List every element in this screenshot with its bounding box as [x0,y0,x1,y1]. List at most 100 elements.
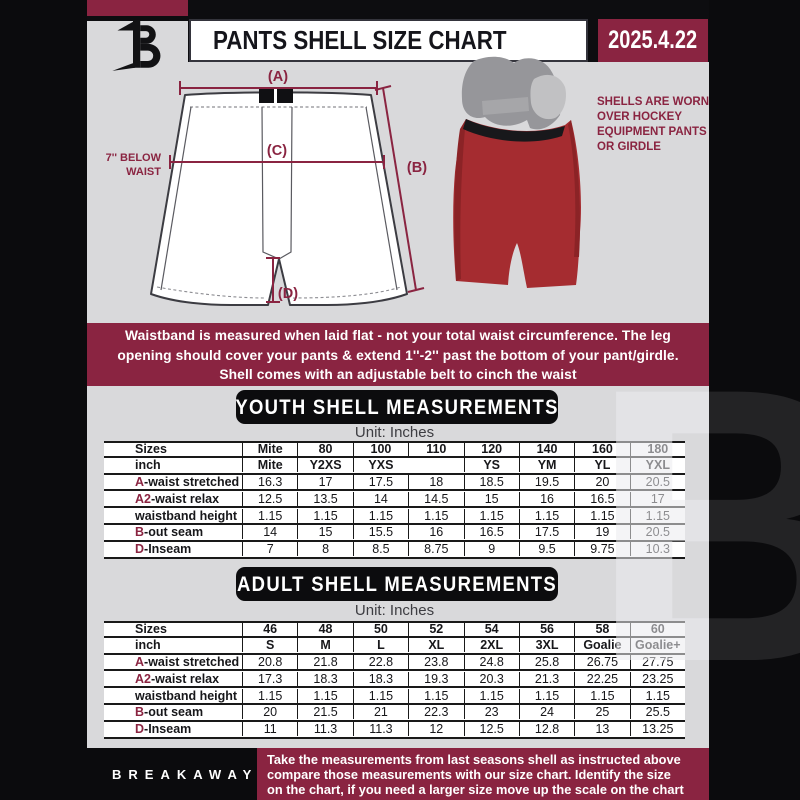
table-cell: M [297,638,352,653]
table-cell: 16.5 [574,491,629,506]
table-cell: 17.5 [518,525,574,540]
notice-line-3: Shell comes with an adjustable belt to c… [219,367,577,382]
table-cell: 25 [574,705,629,720]
table-row: B-out seam 20 21.5 21 22.3 23 24 25 25.5 [104,705,685,722]
table-cell: 20.5 [629,525,685,540]
table-cell: 14 [242,525,297,540]
table-cell: 46 [242,622,297,637]
table-cell: 23.8 [408,654,463,669]
row-label-accent: D [135,542,145,557]
table-cell: 1.15 [297,688,352,703]
table-cell: 25.8 [518,654,574,669]
table-cell: 20.5 [629,474,685,489]
table-cell: 14 [352,491,408,506]
table-cell: 17.3 [242,671,297,686]
table-cell: 120 [463,442,519,457]
table-cell: 14.5 [408,491,463,506]
table-cell: YL [574,458,629,473]
table-cell: 3XL [518,638,574,653]
row-label: Sizes [135,442,167,457]
label-b: (B) [407,160,427,176]
fly-line-right [278,106,293,260]
table-cell: 27.75 [629,654,685,669]
right-side-seam [365,106,398,291]
notice-line-1: Waistband is measured when laid flat - n… [125,328,671,343]
table-cell: 18.3 [297,671,352,686]
measure-line-b [374,85,425,293]
table-cell: 20.3 [463,671,519,686]
table-cell: 16 [408,525,463,540]
table-cell: 58 [574,622,629,637]
table-row: D-Inseam 7 8 8.5 8.75 9 9.5 9.75 10.3 [104,542,685,559]
red-shell [453,119,581,288]
hem-stitch-left [156,286,266,299]
youth-unit-label: Unit: Inches [354,424,435,441]
table-cell: 12.5 [242,491,297,506]
table-cell: 17 [629,491,685,506]
table-cell: 11.3 [352,722,408,737]
table-cell: 9 [463,542,519,557]
label-c: (C) [267,143,287,159]
table-cell: 19 [574,525,629,540]
table-cell: 50 [352,622,408,637]
table-cell: 9.75 [574,542,629,557]
table-cell: 15 [297,525,352,540]
table-row: A-waist stretched 16.3 17 17.5 18 18.5 19.5 20 2… [104,474,685,492]
table-cell: L [352,638,408,653]
table-cell: 1.15 [629,688,685,703]
title-box: PANTS SHELL SIZE CHART [189,19,588,62]
photo-caption: SHELLS ARE WORN OVER HOCKEY EQUIPMENT PA… [597,96,709,153]
red-shell-shading-right [568,120,581,257]
table-cell: 16.5 [463,525,519,540]
fly-line-left [261,106,280,260]
table-cell: 1.15 [408,688,463,703]
table-cell: 8.75 [408,542,463,557]
below-waist-label-2: WAIST [126,166,161,178]
row-label: A-waist stretched [135,474,240,489]
table-row: A2-waist relax 12.5 13.5 14 14.5 15 16 16.5 17 [104,491,685,509]
table-cell: 13.5 [297,491,352,506]
adult-table: Sizes 46 48 50 52 54 56 58 60 inch S M L XL 2XL 3XL Goal… [104,621,685,739]
brand-wordmark: BREAKAWAY [112,766,259,782]
table-cell: 1.15 [574,688,629,703]
table-cell: 56 [518,622,574,637]
belt-buckle-icon [259,89,274,103]
table-cell: 2XL [463,638,519,653]
table-cell: 20 [242,705,297,720]
row-label: waistband height [135,688,238,703]
table-cell: 1.15 [242,508,297,523]
red-shell-shading [454,119,466,281]
footer-instructions: Take the measurements from last seasons … [257,748,709,800]
footer-brand-block: BREAKAWAY [87,748,257,800]
below-waist-label-1: 7'' BELOW [106,152,162,164]
table-cell: 12 [408,722,463,737]
row-label: A-waist stretched [135,654,240,669]
table-row: inch Mite Y2XS YXS YS YM YL YXL [104,458,685,475]
table-cell: 8.5 [352,542,408,557]
row-label: A2-waist relax [135,671,220,686]
girdle-strap [482,97,529,115]
table-cell: XL [408,638,463,653]
hockey-pants-photo [453,56,581,288]
table-cell: 8 [297,542,352,557]
table-cell: 1.15 [629,508,685,523]
table-cell: 22.25 [574,671,629,686]
table-cell: 1.15 [408,508,463,523]
table-cell: 54 [463,622,519,637]
table-cell: 48 [297,622,352,637]
measurement-notice-banner: Waistband is measured when laid flat - n… [87,323,709,386]
table-cell: 15 [463,491,519,506]
table-cell: 21.8 [297,654,352,669]
table-cell: Goalie [574,638,629,653]
measurement-diagram: (A) (C) (B) (D) 7'' BELOW WAIST [106,56,709,306]
table-cell: Y2XS [297,458,352,473]
table-cell: 100 [352,442,408,457]
table-cell: 18 [408,474,463,489]
row-label-accent: A [135,474,145,489]
label-d: (D) [278,286,298,302]
caption-line-2: OVER HOCKEY [597,111,682,123]
row-label-accent: A2 [135,491,151,506]
table-row: A2-waist relax 17.3 18.3 18.3 19.3 20.3 21.3 22… [104,671,685,689]
date-badge: 2025.4.22 [598,19,708,62]
